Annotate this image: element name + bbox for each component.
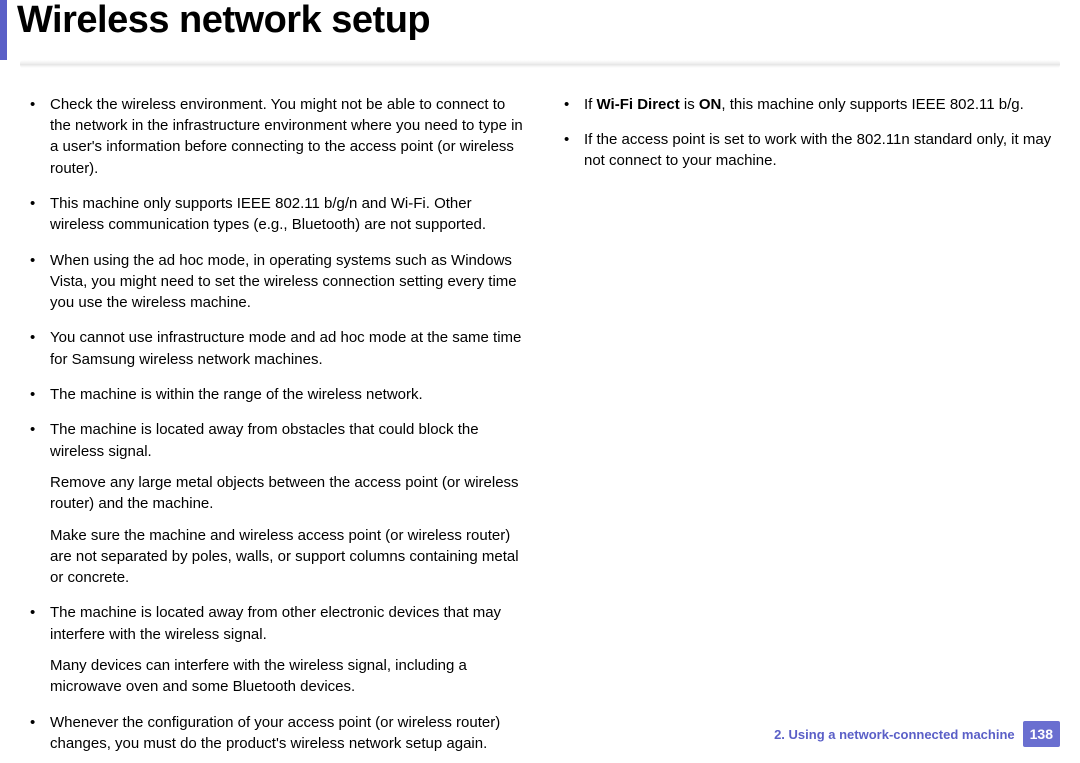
list-item: The machine is located away from other e…	[20, 602, 526, 697]
paragraph: Many devices can interfere with the wire…	[50, 655, 526, 698]
header-divider	[20, 60, 1060, 68]
footer: 2. Using a network-connected machine 138	[774, 721, 1060, 747]
text-run: This machine only supports IEEE 802.11 b…	[50, 195, 486, 233]
list-item: When using the ad hoc mode, in operating…	[20, 250, 526, 314]
text-run: When using the ad hoc mode, in operating…	[50, 252, 517, 312]
paragraph: Check the wireless environment. You migh…	[50, 94, 526, 179]
list-item: Check the wireless environment. You migh…	[20, 94, 526, 179]
text-run: The machine is within the range of the w…	[50, 386, 423, 403]
text-run: is	[680, 96, 699, 113]
paragraph: Whenever the configuration of your acces…	[50, 712, 526, 755]
text-run: Remove any large metal objects between t…	[50, 474, 519, 512]
list-item: If Wi-Fi Direct is ON, this machine only…	[554, 94, 1060, 115]
content-columns: Check the wireless environment. You migh…	[0, 68, 1080, 763]
right-bullet-list: If Wi-Fi Direct is ON, this machine only…	[554, 94, 1060, 172]
paragraph: The machine is located away from obstacl…	[50, 419, 526, 462]
text-run: If the access point is set to work with …	[584, 131, 1051, 169]
paragraph: Remove any large metal objects between t…	[50, 472, 526, 515]
paragraph: The machine is located away from other e…	[50, 602, 526, 645]
paragraph: When using the ad hoc mode, in operating…	[50, 250, 526, 314]
page-title: Wireless network setup	[7, 0, 1080, 42]
text-run: , this machine only supports IEEE 802.11…	[721, 96, 1023, 113]
list-item: If the access point is set to work with …	[554, 129, 1060, 172]
page: Wireless network setup Check the wireles…	[0, 0, 1080, 763]
text-run: The machine is located away from other e…	[50, 604, 501, 642]
text-run: Whenever the configuration of your acces…	[50, 714, 500, 752]
paragraph: If Wi-Fi Direct is ON, this machine only…	[584, 94, 1060, 115]
right-column: If Wi-Fi Direct is ON, this machine only…	[554, 94, 1060, 763]
paragraph: The machine is within the range of the w…	[50, 384, 526, 405]
list-item: You cannot use infrastructure mode and a…	[20, 327, 526, 370]
page-number: 138	[1023, 721, 1060, 747]
list-item: The machine is within the range of the w…	[20, 384, 526, 405]
text-run: Many devices can interfere with the wire…	[50, 657, 467, 695]
title-bar: Wireless network setup	[0, 0, 1080, 60]
footer-chapter: 2. Using a network-connected machine	[774, 727, 1015, 742]
paragraph: You cannot use infrastructure mode and a…	[50, 327, 526, 370]
left-column: Check the wireless environment. You migh…	[20, 94, 526, 763]
text-run: If	[584, 96, 597, 113]
list-item: This machine only supports IEEE 802.11 b…	[20, 193, 526, 236]
text-run: ON	[699, 96, 722, 113]
text-run: Wi-Fi Direct	[597, 96, 680, 113]
text-run: Check the wireless environment. You migh…	[50, 96, 523, 177]
left-bullet-list: Check the wireless environment. You migh…	[20, 94, 526, 763]
list-item: Whenever the configuration of your acces…	[20, 712, 526, 755]
text-run: The machine is located away from obstacl…	[50, 421, 479, 459]
list-item: The machine is located away from obstacl…	[20, 419, 526, 588]
text-run: Make sure the machine and wireless acces…	[50, 527, 519, 587]
text-run: You cannot use infrastructure mode and a…	[50, 329, 521, 367]
paragraph: If the access point is set to work with …	[584, 129, 1060, 172]
paragraph: Make sure the machine and wireless acces…	[50, 525, 526, 589]
paragraph: This machine only supports IEEE 802.11 b…	[50, 193, 526, 236]
